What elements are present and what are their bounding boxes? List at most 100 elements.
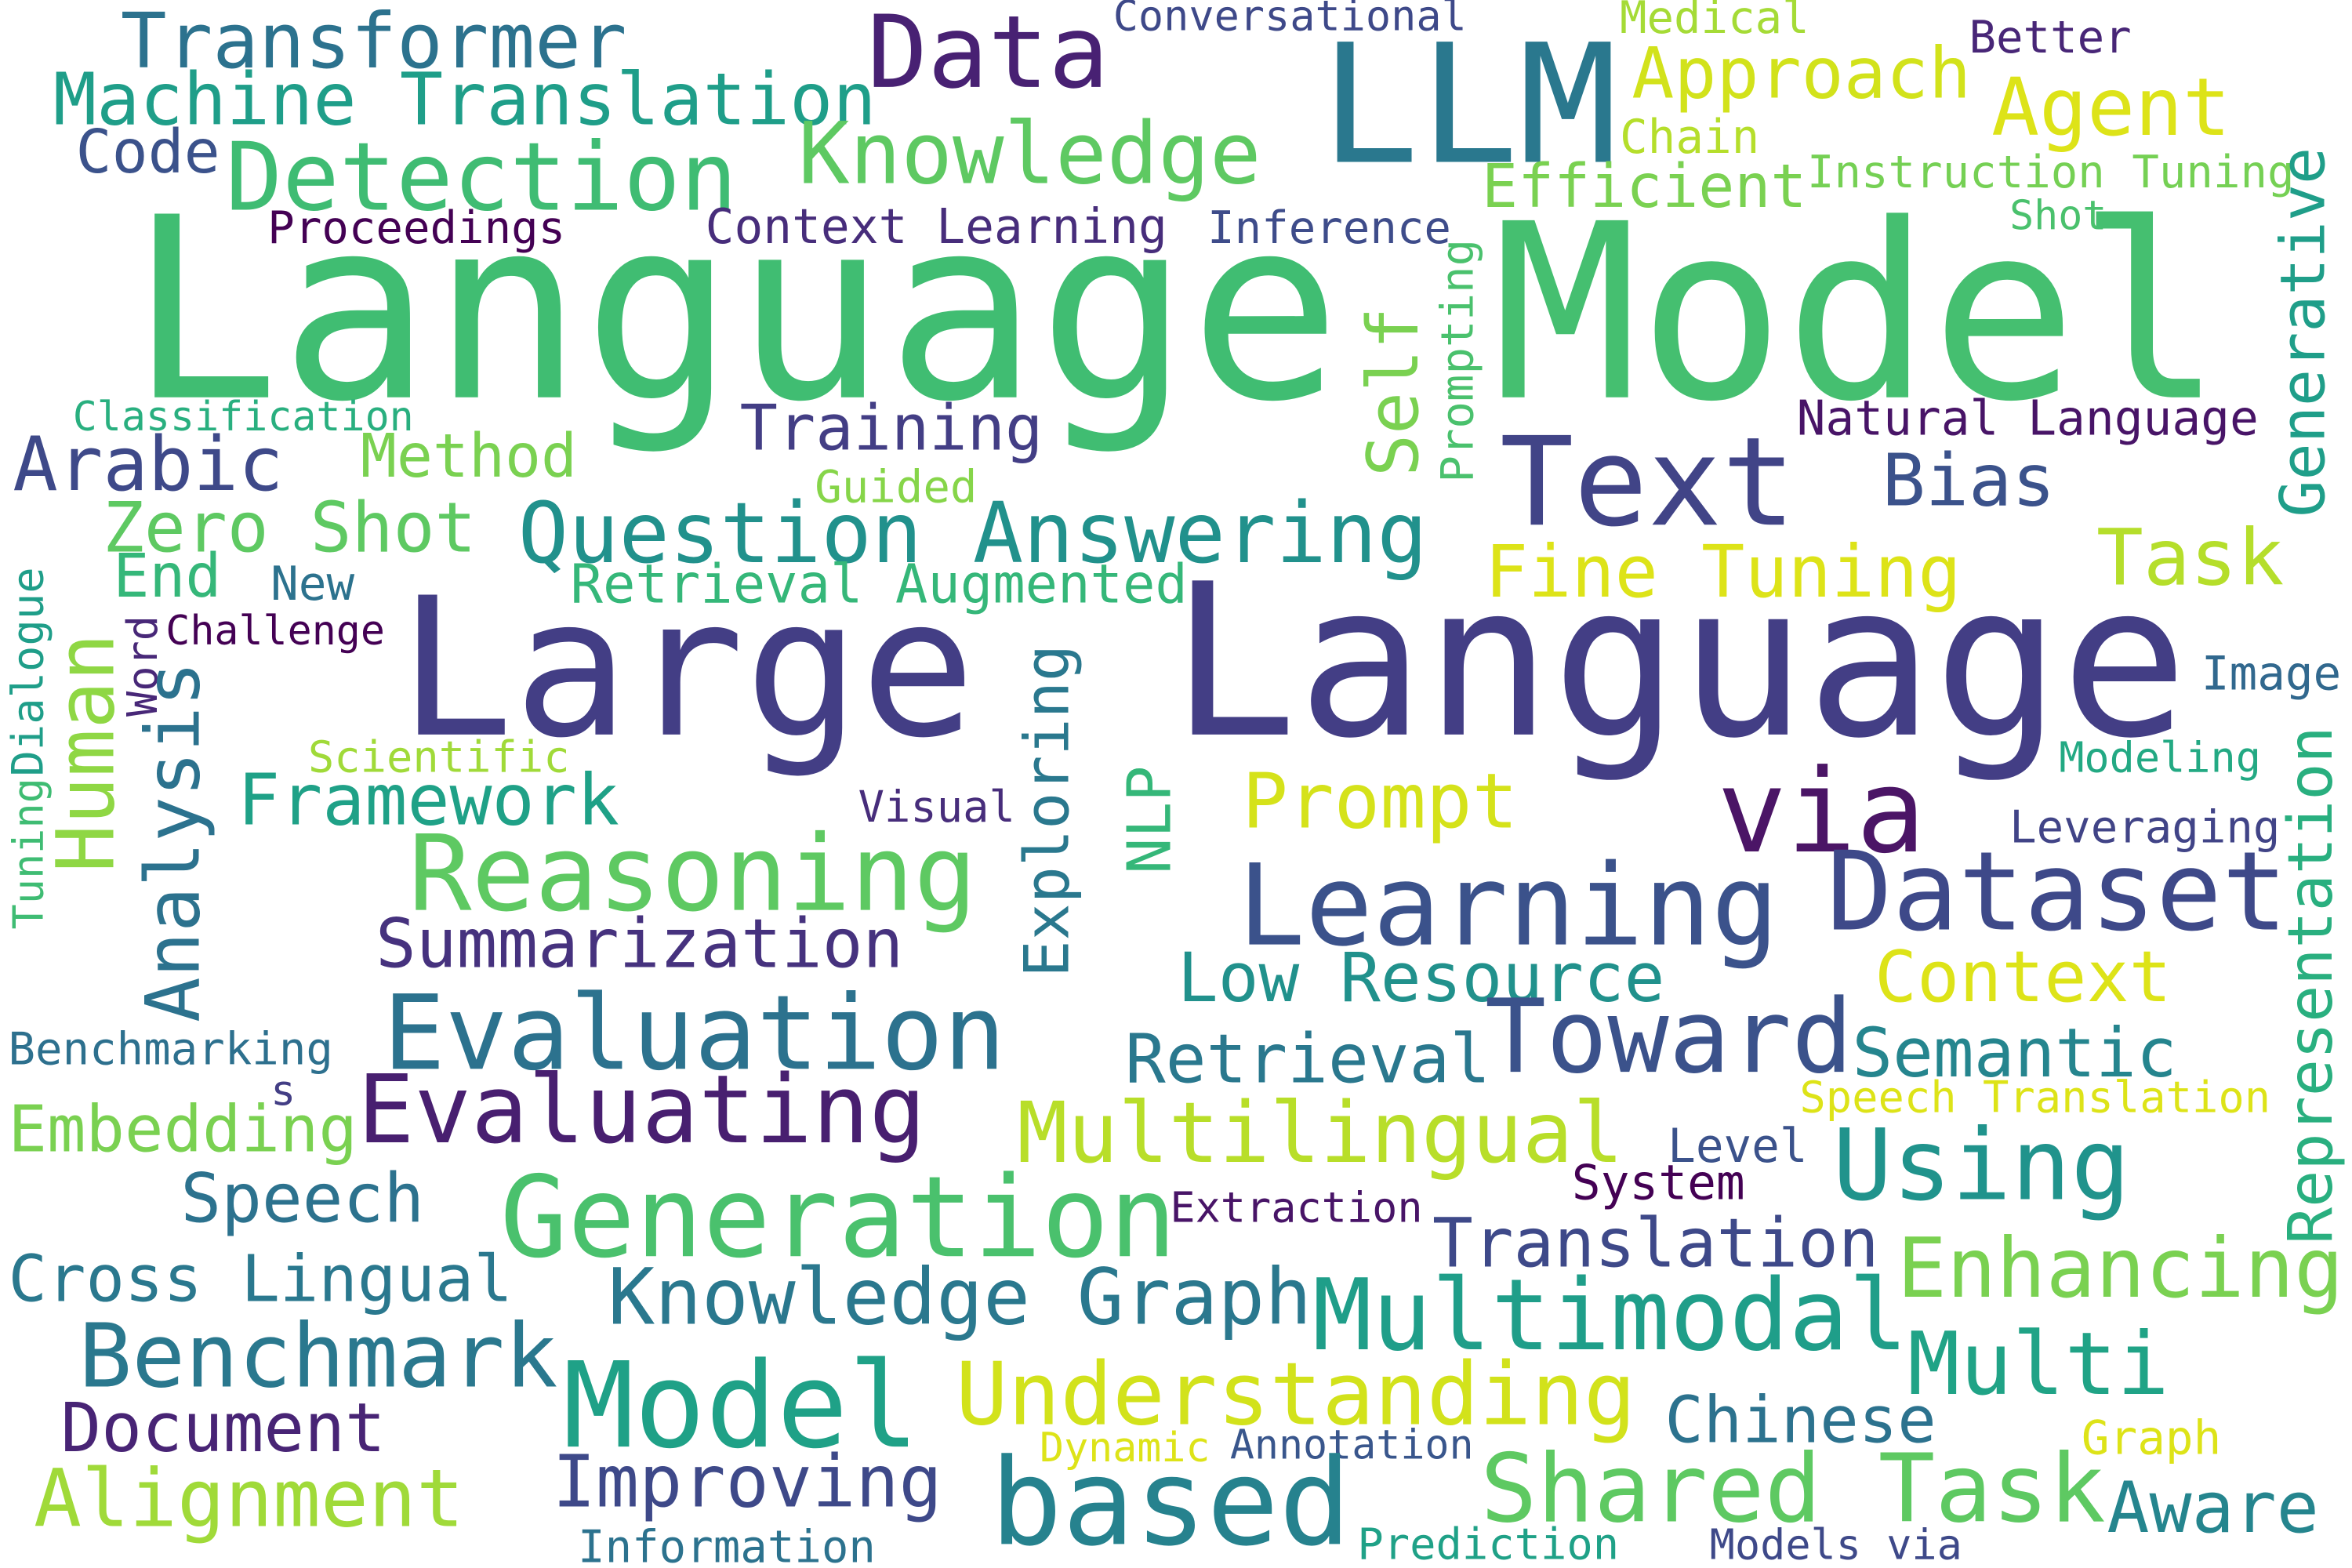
word: Knowledge bbox=[798, 103, 1261, 203]
word: New bbox=[270, 557, 354, 611]
word: Aware bbox=[2107, 1468, 2319, 1549]
word: Visual bbox=[858, 782, 1015, 833]
word: Zero Shot bbox=[103, 488, 477, 568]
word: Word bbox=[118, 615, 167, 717]
word: Generation bbox=[500, 1152, 1177, 1283]
word: Challenge bbox=[165, 608, 385, 655]
word: Prompt bbox=[1242, 756, 1518, 845]
word: Arabic bbox=[13, 420, 283, 508]
word: Medical bbox=[1620, 0, 1809, 44]
word: Analysis bbox=[129, 662, 216, 1022]
word: Document bbox=[60, 1389, 385, 1468]
word: Evaluation bbox=[383, 974, 1006, 1094]
word: Scientific bbox=[308, 733, 570, 783]
word: Graph bbox=[2082, 1411, 2221, 1465]
word: Training bbox=[740, 391, 1044, 465]
word: Using bbox=[1832, 1108, 2130, 1223]
word: Model bbox=[563, 1337, 920, 1475]
word: Prompting bbox=[1432, 239, 1484, 483]
word: Context bbox=[1875, 937, 2172, 1018]
word: Dataset bbox=[1827, 827, 2288, 955]
word: Data bbox=[867, 0, 1109, 111]
word: Language bbox=[128, 164, 1341, 457]
word: Annotation bbox=[1230, 1421, 1474, 1468]
word: Toward bbox=[1485, 977, 1853, 1096]
word: Bias bbox=[1882, 438, 2056, 522]
word: Models via bbox=[1710, 1520, 1962, 1568]
word: Method bbox=[361, 422, 577, 492]
word: Improving bbox=[553, 1440, 942, 1524]
word: Dialogue bbox=[3, 567, 53, 776]
word: Transformer bbox=[121, 0, 627, 85]
word: Reasoning bbox=[408, 813, 977, 935]
word: Image bbox=[2201, 647, 2341, 701]
word: Language bbox=[1170, 539, 2187, 785]
word: Shared Task bbox=[1480, 1435, 2106, 1544]
word: Benchmark bbox=[78, 1305, 557, 1408]
word: Generative bbox=[2268, 147, 2339, 517]
word: Fine Tuning bbox=[1485, 530, 1962, 614]
word: Extraction bbox=[1170, 1182, 1422, 1232]
word: NLP bbox=[1115, 766, 1185, 874]
word: based bbox=[990, 1433, 1351, 1568]
word: Knowledge Graph bbox=[608, 1252, 1312, 1342]
word: Code bbox=[76, 118, 220, 187]
word: Enhancing bbox=[1897, 1220, 2344, 1316]
word: Human bbox=[39, 633, 132, 873]
word: Task bbox=[2096, 514, 2284, 604]
word: Chinese bbox=[1664, 1383, 1936, 1457]
word: Retrieval Augmented bbox=[571, 554, 1188, 616]
word: Speech bbox=[180, 1160, 424, 1238]
word: Exploring bbox=[1011, 644, 1083, 978]
word: Semantic bbox=[1852, 1014, 2176, 1093]
word: Cross Lingual bbox=[9, 1243, 513, 1317]
word: Detection bbox=[226, 123, 738, 233]
word: Classification bbox=[73, 394, 414, 441]
word: Natural Language bbox=[1797, 390, 2259, 446]
word: Level bbox=[1668, 1119, 1807, 1173]
word: Multilingual bbox=[1017, 1085, 1624, 1182]
word: Speech Translation bbox=[1799, 1073, 2270, 1123]
word: Dynamic bbox=[1040, 1425, 1210, 1472]
word: Multimodal bbox=[1312, 1258, 1908, 1373]
word: Prediction bbox=[1357, 1520, 1619, 1568]
word: Inference bbox=[1207, 201, 1451, 254]
word: Multi bbox=[1907, 1314, 2169, 1415]
word: Representation bbox=[2275, 726, 2347, 1244]
word: Conversational bbox=[1113, 0, 1467, 40]
word: System bbox=[1572, 1156, 1745, 1211]
word: Question Answering bbox=[518, 485, 1428, 583]
word: End bbox=[113, 542, 221, 612]
word: Embedding bbox=[9, 1092, 358, 1167]
word: Low Resource bbox=[1178, 939, 1665, 1018]
word: Modeling bbox=[2059, 733, 2261, 782]
word: Alignment bbox=[34, 1452, 464, 1544]
word: Framework bbox=[238, 760, 619, 842]
word: Efficient bbox=[1482, 152, 1806, 222]
word: Model bbox=[1492, 172, 2223, 456]
word: Learning bbox=[1237, 840, 1779, 971]
word: Self bbox=[1353, 307, 1435, 477]
word: Chain bbox=[1620, 110, 1759, 164]
word: Tuning bbox=[3, 778, 53, 929]
word: Translation bbox=[1432, 1205, 1879, 1283]
word: Evaluating bbox=[358, 1055, 926, 1165]
word: Leveraging bbox=[2009, 801, 2280, 854]
word: Machine Translation bbox=[53, 58, 877, 142]
word: Retrieval bbox=[1125, 1020, 1490, 1098]
word: Proceedings bbox=[267, 201, 565, 254]
word: Instruction Tuning bbox=[1807, 146, 2295, 198]
word: LLM bbox=[1320, 9, 1618, 201]
word: Guided bbox=[815, 461, 977, 514]
word: Approach bbox=[1632, 33, 1971, 114]
word: Agent bbox=[1991, 61, 2230, 154]
word: Information bbox=[578, 1520, 876, 1568]
word: Summarization bbox=[376, 905, 903, 983]
word: Large bbox=[398, 557, 976, 780]
word: s bbox=[270, 1065, 296, 1115]
word: Better bbox=[1969, 11, 2131, 64]
word: Context Learning bbox=[706, 199, 1167, 255]
word: via bbox=[1717, 744, 1926, 879]
